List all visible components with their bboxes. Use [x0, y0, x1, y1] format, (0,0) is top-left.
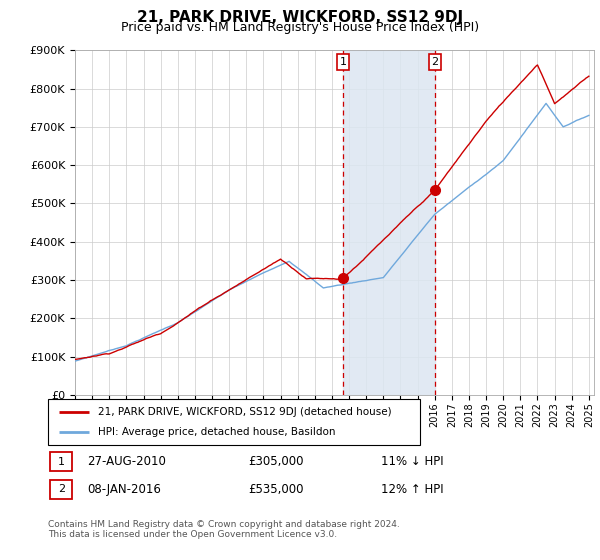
Bar	[50, 479, 72, 499]
Text: 08-JAN-2016: 08-JAN-2016	[88, 483, 161, 496]
Text: 12% ↑ HPI: 12% ↑ HPI	[380, 483, 443, 496]
Text: 2: 2	[431, 57, 439, 67]
Text: £535,000: £535,000	[248, 483, 304, 496]
Bar	[50, 452, 72, 472]
Text: £305,000: £305,000	[248, 455, 304, 468]
Text: 1: 1	[58, 456, 65, 466]
Text: HPI: Average price, detached house, Basildon: HPI: Average price, detached house, Basi…	[98, 427, 336, 437]
Text: Price paid vs. HM Land Registry's House Price Index (HPI): Price paid vs. HM Land Registry's House …	[121, 21, 479, 34]
Text: Contains HM Land Registry data © Crown copyright and database right 2024.
This d: Contains HM Land Registry data © Crown c…	[48, 520, 400, 539]
Text: 2: 2	[58, 484, 65, 494]
Text: 21, PARK DRIVE, WICKFORD, SS12 9DJ: 21, PARK DRIVE, WICKFORD, SS12 9DJ	[137, 10, 463, 25]
Text: 21, PARK DRIVE, WICKFORD, SS12 9DJ (detached house): 21, PARK DRIVE, WICKFORD, SS12 9DJ (deta…	[98, 407, 392, 417]
Text: 27-AUG-2010: 27-AUG-2010	[88, 455, 166, 468]
Text: 1: 1	[340, 57, 347, 67]
Text: 11% ↓ HPI: 11% ↓ HPI	[380, 455, 443, 468]
